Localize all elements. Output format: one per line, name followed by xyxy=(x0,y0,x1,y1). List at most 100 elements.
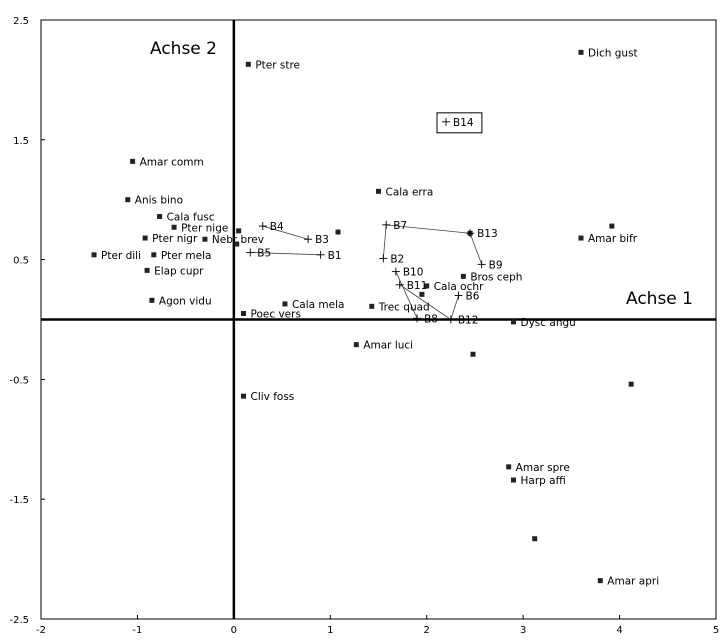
species-marker xyxy=(578,235,584,241)
species-label: Pter nige xyxy=(181,222,228,234)
species-marker xyxy=(419,291,425,297)
site-label: B4 xyxy=(270,221,284,233)
species-label: Cala erra xyxy=(386,186,434,198)
site-label: B14 xyxy=(453,117,474,129)
species-label: Poec vers xyxy=(251,309,301,321)
site-label: B10 xyxy=(403,267,424,279)
species-marker xyxy=(144,267,150,273)
species-marker xyxy=(171,224,177,230)
species-marker xyxy=(236,228,242,234)
site-label: B2 xyxy=(390,253,404,265)
species-label: Cala mela xyxy=(292,299,345,311)
site-label: B1 xyxy=(328,250,342,262)
x-tick-label: 2 xyxy=(424,625,430,636)
site-connection-line xyxy=(386,224,471,234)
site-connection-line xyxy=(469,233,483,265)
site-connection-line xyxy=(382,224,387,259)
species-marker xyxy=(511,477,516,483)
species-label: Amar spre xyxy=(516,462,570,474)
axis1-title: Achse 1 xyxy=(626,289,693,309)
species-marker xyxy=(130,158,136,164)
species-label: Pter stre xyxy=(255,59,300,71)
species-marker xyxy=(628,381,634,387)
species-marker xyxy=(532,536,538,542)
species-label: Harp affi xyxy=(521,475,566,487)
site-connection-line xyxy=(250,252,321,256)
species-marker xyxy=(142,235,148,241)
site-label: B5 xyxy=(257,247,271,259)
x-tick-label: -1 xyxy=(132,625,142,636)
site-label: B6 xyxy=(466,291,480,303)
y-tick-label: -2.5 xyxy=(9,615,29,626)
species-marker xyxy=(609,223,615,229)
species-label: Amar luci xyxy=(363,340,413,352)
y-tick-label: 2.5 xyxy=(13,16,29,27)
species-marker xyxy=(470,351,476,357)
species-label: Dich gust xyxy=(588,47,638,59)
site-label: B8 xyxy=(424,313,438,325)
x-tick-label: 5 xyxy=(713,625,719,636)
species-marker xyxy=(335,229,341,235)
species-label: Cala ochr xyxy=(434,281,484,293)
species-label: Elap cupr xyxy=(154,265,204,277)
site-connection-line xyxy=(450,295,459,320)
species-label: Amar bifr xyxy=(588,233,638,245)
species-marker xyxy=(511,319,516,325)
site-connection-line xyxy=(399,284,452,320)
species-marker xyxy=(241,311,246,317)
species-marker xyxy=(578,49,584,55)
site-connections xyxy=(250,224,483,320)
species-marker xyxy=(460,273,466,279)
site-label: B13 xyxy=(477,228,498,240)
species-label: Agon vidu xyxy=(159,295,212,307)
species-points: Dich gust Pter stre Amar comm Cala erra Anis… xyxy=(91,47,659,588)
x-tick-label: 4 xyxy=(616,625,622,636)
species-marker xyxy=(241,393,246,399)
species-label: Amar apri xyxy=(607,576,659,588)
x-tick-label: 0 xyxy=(231,625,237,636)
site-label: B3 xyxy=(315,234,329,246)
species-label: Pter dili xyxy=(101,250,141,262)
y-tick-label: 1.5 xyxy=(13,136,29,147)
axis2-title: Achse 2 xyxy=(150,39,217,59)
species-marker xyxy=(234,241,240,247)
species-marker xyxy=(157,213,163,219)
species-marker xyxy=(506,464,512,470)
species-label: Nebr brev xyxy=(212,234,264,246)
axes xyxy=(40,19,717,620)
species-label: Dysc angu xyxy=(521,317,576,329)
species-marker xyxy=(149,297,155,303)
species-marker xyxy=(282,301,288,307)
x-tick-label: 1 xyxy=(327,625,333,636)
site-label: B12 xyxy=(458,315,479,327)
species-label: Cliv foss xyxy=(251,391,295,403)
species-label: Cala fusc xyxy=(167,211,215,223)
x-tick-label: 3 xyxy=(520,625,526,636)
species-label: Bros ceph xyxy=(470,271,522,283)
site-points: B14 B4 B3 B5 B1 B7 B13 B2 B10 B9 B11 B6 B8 B12 xyxy=(246,112,503,327)
species-marker xyxy=(369,303,375,309)
y-tick-label: -1.5 xyxy=(9,495,29,506)
species-label: Pter nigr xyxy=(152,233,198,245)
site-label-box xyxy=(436,112,483,134)
species-label: Trec quad xyxy=(378,301,430,313)
site-label: B7 xyxy=(393,220,407,232)
site-label: B11 xyxy=(407,280,428,292)
species-marker xyxy=(424,283,430,289)
site-label: B9 xyxy=(489,259,503,271)
x-tick-label: -2 xyxy=(36,625,46,636)
y-tick-label: -0.5 xyxy=(9,375,29,386)
species-marker xyxy=(376,188,381,194)
species-label: Pter mela xyxy=(161,250,212,262)
species-marker xyxy=(597,578,603,584)
species-marker xyxy=(91,252,97,258)
y-tick-label: 0.5 xyxy=(13,256,29,267)
species-label: Anis bino xyxy=(135,195,183,207)
species-marker xyxy=(125,197,131,203)
species-marker xyxy=(202,236,208,242)
species-marker xyxy=(353,342,359,348)
site-connection-line xyxy=(262,225,309,240)
species-label: Amar comm xyxy=(140,156,204,168)
site-connection-line xyxy=(395,271,418,319)
